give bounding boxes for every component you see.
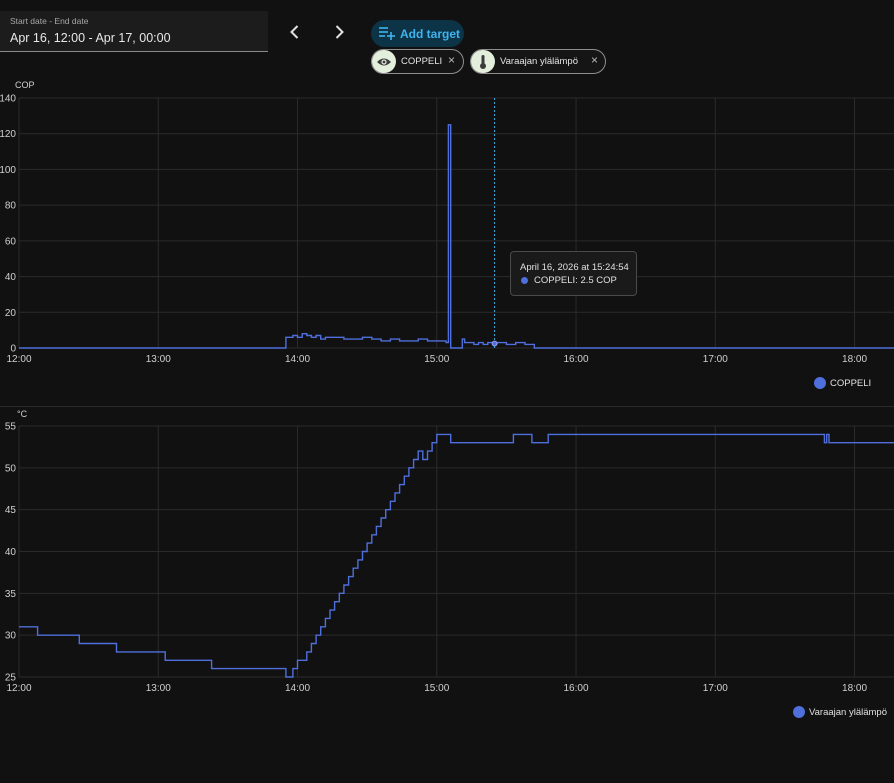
x-tick-label: 12:00 — [6, 354, 31, 365]
x-tick-label: 16:00 — [564, 683, 589, 694]
y-tick-label: 40 — [5, 547, 17, 558]
temperature-chart-svg[interactable]: 25 30 35 40 45 50 55 12:00 13:00 14:00 15:00 16:00 1… — [0, 408, 894, 698]
remove-target-button[interactable]: × — [591, 53, 599, 67]
date-range-caption: Start date - End date — [10, 16, 89, 26]
y-tick-label: 0 — [10, 344, 16, 355]
target-chip-coppeli[interactable]: COPPELI × — [371, 49, 464, 74]
temperature-chart[interactable]: 25 30 35 40 45 50 55 12:00 13:00 14:00 15:00 16:00 1… — [0, 408, 894, 698]
series-line — [19, 433, 894, 678]
add-target-button[interactable]: Add target — [371, 20, 464, 47]
x-tick-label: 17:00 — [703, 683, 728, 694]
x-tick-label: 16:00 — [564, 354, 589, 365]
y-tick-label: 140 — [0, 94, 16, 105]
legend-label: COPPELI — [830, 378, 872, 389]
y-tick-label: 20 — [5, 308, 17, 319]
legend-swatch — [793, 706, 805, 718]
thermometer-icon — [471, 50, 495, 73]
x-tick-label: 15:00 — [424, 354, 449, 365]
series-line — [19, 124, 894, 349]
x-tick-label: 18:00 — [842, 683, 867, 694]
x-tick-label: 13:00 — [146, 683, 171, 694]
hover-point — [491, 340, 498, 347]
chevron-left-icon — [290, 25, 299, 39]
x-tick-label: 14:00 — [285, 354, 310, 365]
y-tick-label: 30 — [5, 631, 17, 642]
tooltip-value: COPPELI: 2.5 COP — [534, 275, 617, 286]
y-tick-label: 120 — [0, 129, 16, 140]
x-tick-label: 18:00 — [842, 354, 867, 365]
legend-swatch — [814, 377, 826, 389]
y-axis-unit-label: °C — [17, 409, 28, 419]
x-tick-label: 13:00 — [146, 354, 171, 365]
target-chip-label: COPPELI — [401, 56, 443, 67]
x-tick-label: 12:00 — [6, 683, 31, 694]
x-tick-label: 14:00 — [285, 683, 310, 694]
x-tick-label: 17:00 — [703, 354, 728, 365]
tooltip-series-swatch — [521, 277, 528, 284]
y-tick-label: 45 — [5, 505, 17, 516]
playlist-plus-icon — [379, 27, 395, 40]
cop-chart[interactable]: 0 20 40 60 80 100 120 140 12:00 13:00 14:00 15:00 16… — [0, 80, 894, 400]
remove-target-button[interactable]: × — [448, 53, 456, 67]
cop-chart-svg[interactable]: 0 20 40 60 80 100 120 140 12:00 13:00 14:00 15:00 16… — [0, 80, 894, 400]
add-target-label: Add target — [400, 27, 460, 41]
x-tick-label: 15:00 — [424, 683, 449, 694]
previous-period-button[interactable] — [283, 20, 307, 44]
next-period-button[interactable] — [327, 20, 351, 44]
y-tick-label: 35 — [5, 589, 17, 600]
chevron-right-icon — [335, 25, 344, 39]
y-tick-label: 60 — [5, 236, 17, 247]
target-chip-label: Varaajan ylälämpö — [500, 56, 578, 67]
chart-tooltip: April 16, 2026 at 15:24:54 COPPELI: 2.5 … — [510, 251, 637, 296]
chart-divider — [0, 406, 894, 407]
y-tick-label: 40 — [5, 272, 17, 283]
y-axis-unit-label: COP — [15, 80, 35, 90]
y-tick-label: 80 — [5, 201, 17, 212]
tooltip-title: April 16, 2026 at 15:24:54 — [520, 262, 629, 273]
date-range-picker[interactable]: Start date - End date Apr 16, 12:00 - Ap… — [0, 11, 268, 52]
y-tick-label: 25 — [5, 673, 17, 684]
y-tick-label: 55 — [5, 422, 17, 433]
date-range-value[interactable]: Apr 16, 12:00 - Apr 17, 00:00 — [10, 31, 171, 45]
y-tick-label: 50 — [5, 463, 17, 474]
legend-label: Varaajan ylälämpö — [809, 707, 887, 718]
y-tick-label: 100 — [0, 165, 16, 176]
eye-icon — [372, 50, 396, 73]
target-chip-varaajan-ylalampo[interactable]: Varaajan ylälämpö × — [470, 49, 606, 74]
